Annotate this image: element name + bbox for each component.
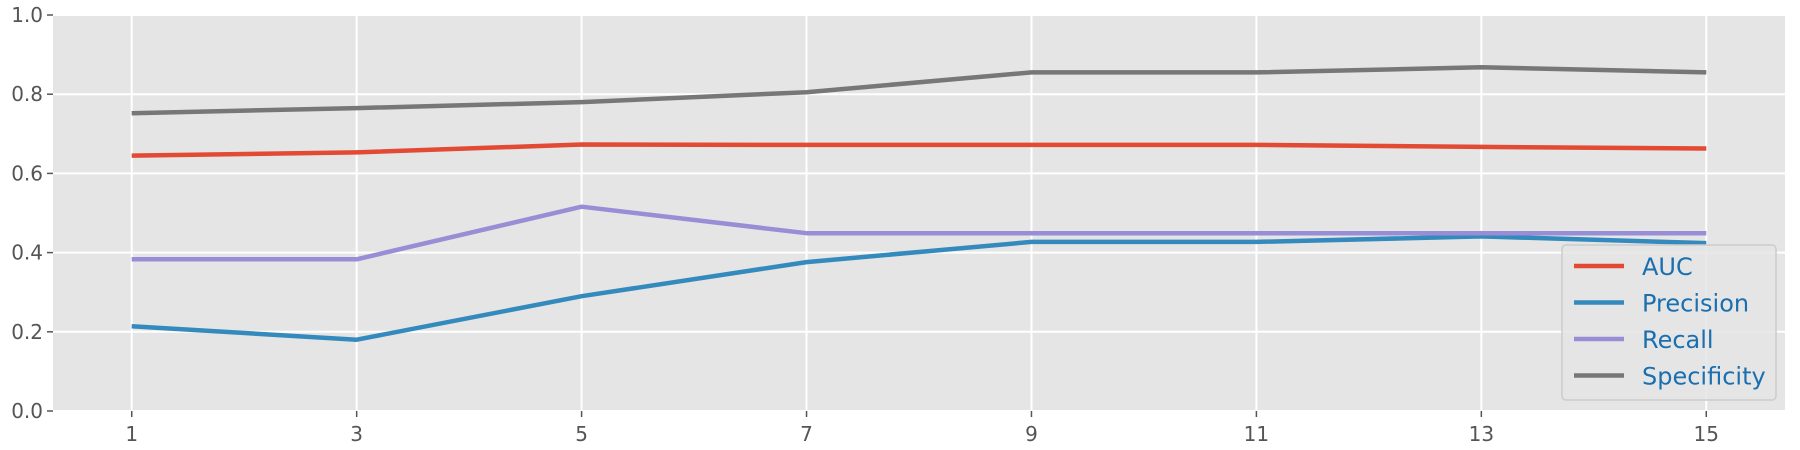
series-line-auc [131, 142, 1707, 158]
legend: AUC Precision Recall Specificity [1561, 244, 1777, 401]
x-tick-label: 11 [1244, 422, 1269, 446]
y-tick-label: 0.2 [11, 320, 43, 344]
legend-label-specificity: Specificity [1642, 363, 1766, 391]
legend-label-recall: Recall [1642, 326, 1714, 354]
x-tick-label: 5 [575, 422, 588, 446]
series-line-recall [131, 204, 1707, 262]
y-tick-label: 0.8 [11, 82, 43, 106]
x-axis: 1 3 5 7 9 11 13 15 [125, 411, 1719, 446]
y-tick-label: 0.4 [11, 241, 43, 265]
x-tick-label: 15 [1694, 422, 1719, 446]
x-tick-label: 1 [125, 422, 138, 446]
series-lines [131, 65, 1707, 342]
x-tick-label: 13 [1469, 422, 1494, 446]
y-axis: 0.0 0.2 0.4 0.6 0.8 1.0 [11, 3, 53, 423]
y-tick-label: 0.0 [11, 399, 43, 423]
x-tick-label: 7 [800, 422, 813, 446]
legend-label-precision: Precision [1642, 290, 1749, 318]
y-tick-label: 0.6 [11, 161, 43, 185]
plot-background [53, 15, 1785, 411]
x-tick-label: 9 [1025, 422, 1038, 446]
series-line-precision [131, 234, 1707, 342]
y-tick-label: 1.0 [11, 3, 43, 27]
x-tick-label: 3 [350, 422, 363, 446]
legend-box [1561, 244, 1777, 401]
series-line-specificity [131, 65, 1707, 116]
legend-label-auc: AUC [1642, 253, 1693, 281]
